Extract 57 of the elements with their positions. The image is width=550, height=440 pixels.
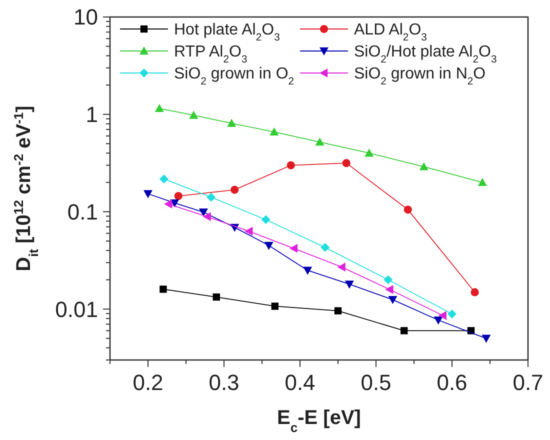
x-tick-label: 0.2 [132,370,164,395]
point [419,162,428,170]
point [315,138,324,146]
point [189,110,198,119]
x-tick-label: 0.5 [360,370,392,395]
point [202,212,211,222]
point [230,186,239,194]
point [289,244,298,253]
point [270,127,279,136]
point [206,192,216,202]
point [160,286,167,293]
x-tick-label: 0.3 [208,370,240,395]
point [144,190,152,198]
point [385,284,394,294]
point [159,174,168,184]
legend-label: RTP Al$_{2}$O$_{3}$ [174,44,248,66]
point [174,192,182,200]
point [470,288,479,296]
x-tick-label: 0.6 [436,370,468,395]
y-tick-label: 1 [86,102,98,128]
point [261,215,270,224]
point [264,242,274,250]
point [438,310,446,320]
point [478,178,487,186]
legend-label: SiO$_{2}$ grown in N$_{2}$O [354,66,486,88]
point [337,262,346,272]
point [198,208,208,217]
legend-label: ALD Al$_{2}$O$_{3}$ [354,22,428,44]
point [271,302,279,310]
point [400,327,408,334]
point [384,275,393,284]
point [303,266,312,275]
point [388,296,398,304]
y-tick-label: 0.1 [67,199,98,224]
x-tick-label: 0.7 [512,370,544,395]
x-axis-title: E$_{c}$-E [eV] [277,407,361,434]
point [482,334,491,343]
legend-label: SiO$_{2}$/Hot plate Al$_{2}$O$_{3}$ [354,44,497,66]
point [404,206,412,214]
point [227,118,236,127]
point [344,280,354,289]
y-tick-label: 10 [74,4,98,30]
point [334,307,342,314]
point [164,200,172,209]
legend-label: Hot plate Al$_{2}$O$_{3}$ [174,22,280,44]
point [448,310,456,319]
point [364,148,374,157]
point [320,242,330,252]
x-tick-label: 0.4 [284,370,316,395]
point [286,161,295,170]
point [212,293,220,301]
point [154,104,164,112]
point [434,316,443,325]
point [244,226,253,236]
legend-label: SiO$_{2}$ grown in O$_{2}$ [174,66,294,88]
point [342,159,350,168]
y-tick-label: 0.01 [55,296,98,322]
